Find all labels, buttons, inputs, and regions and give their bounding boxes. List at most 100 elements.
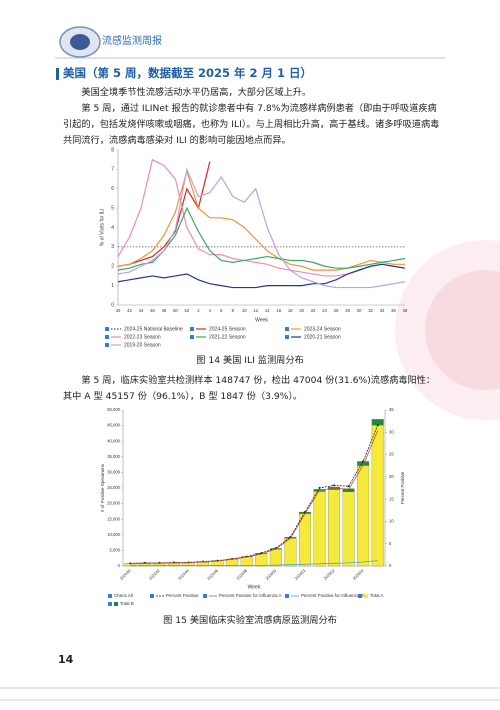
legend-checkbox [108, 594, 112, 598]
y2-tick-label: 30 [389, 429, 394, 434]
x-tick-label: 202444 [177, 567, 191, 581]
series-line [117, 158, 406, 277]
y-axis-label: % of Visits for ILI [99, 209, 105, 246]
y-axis-label: # of Positive Specimens [100, 463, 105, 512]
legend-checkbox [108, 602, 112, 606]
y-tick-label: 8 [111, 147, 114, 153]
line-marker [362, 460, 365, 463]
x-tick-label: 38 [403, 308, 408, 313]
legend-checkbox [105, 327, 109, 331]
x-tick-label: 202442 [148, 567, 162, 581]
x-tick-label: 12 [253, 308, 258, 313]
x-tick-label: 24 [322, 308, 327, 313]
legend-checkbox [358, 594, 362, 598]
line-marker [376, 424, 379, 427]
legend-label: 2021-22 Season [209, 334, 246, 340]
y-tick-label: 15,000 [107, 516, 120, 521]
legend-checkbox [285, 594, 289, 598]
y-tick-label: 5,000 [110, 548, 121, 553]
header-title: 流感监测周报 [102, 36, 162, 47]
legend-swatch [364, 594, 368, 598]
x-tick-label: 6 [220, 308, 223, 313]
y2-tick-label: 15 [389, 496, 394, 501]
y-tick-label: 3 [111, 244, 114, 250]
x-tick-label: 202452 [293, 567, 307, 581]
bar [255, 553, 268, 567]
legend-label: Percent Positive for Influenza A [219, 593, 282, 598]
legend-checkbox [285, 335, 289, 339]
bar [240, 556, 253, 567]
x-tick-label: 18 [288, 308, 293, 313]
legend-checkbox [190, 335, 194, 339]
y2-tick-label: 10 [389, 519, 394, 524]
legend-label: 2022-23 Season [124, 334, 161, 340]
y-tick-label: 1 [111, 283, 114, 289]
bar [342, 491, 355, 567]
x-tick-label: 28 [345, 308, 350, 313]
paragraph: 第 5 周，临床实验室共检测样本 148747 份，检出 47004 份(31.… [63, 375, 436, 402]
y-tick-label: 0 [111, 302, 114, 308]
figure-caption: 图 15 美国临床实验室流感病原监测周分布 [163, 615, 337, 626]
legend-checkbox [105, 335, 109, 339]
bar [226, 559, 239, 567]
x-tick-label: 48 [162, 308, 167, 313]
y2-tick-label: 20 [389, 474, 394, 479]
y-tick-label: 40,000 [107, 438, 120, 443]
x-axis-label: Week [255, 317, 268, 323]
legend-label: 2024-25 National Baseline [124, 326, 183, 332]
section-marker [56, 68, 59, 80]
x-tick-label: 202448 [235, 567, 249, 581]
page-number: 14 [58, 653, 74, 666]
bar [328, 489, 341, 567]
legend-checkbox [285, 327, 289, 331]
series-line [130, 430, 379, 565]
logo [70, 34, 90, 50]
legend-label: Check All [114, 593, 133, 598]
bar [284, 538, 297, 567]
x-tick-label: 44 [139, 308, 144, 313]
x-tick-label: 202450 [264, 567, 278, 581]
legend-label: Total B [120, 601, 134, 606]
y-tick-label: 6 [111, 186, 114, 192]
y-tick-label: 4 [111, 225, 114, 231]
y-tick-label: 30,000 [107, 470, 120, 475]
x-tick-label: 50 [173, 308, 178, 313]
legend-label: 2024-25 Season [209, 326, 246, 332]
x-tick-label: 26 [334, 308, 339, 313]
series-line [117, 169, 405, 271]
y2-tick-label: 35 [389, 407, 394, 412]
x-tick-label: 2 [197, 308, 200, 313]
x-tick-label: 10 [242, 308, 247, 313]
x-tick-label: 30 [357, 308, 362, 313]
y-tick-label: 35,000 [107, 454, 120, 459]
x-tick-label: 4 [209, 308, 212, 313]
x-tick-label: 14 [265, 308, 270, 313]
y-tick-label: 5 [111, 205, 114, 211]
series-line [117, 263, 406, 289]
bar [269, 549, 282, 567]
series-line [117, 167, 406, 289]
bar [313, 491, 326, 567]
x-tick-label: 22 [311, 308, 316, 313]
legend-checkbox [105, 343, 109, 347]
legend-label: 2020-21 Season [304, 334, 341, 340]
legend-swatch [114, 602, 118, 606]
series-line [130, 425, 379, 564]
line-marker [347, 485, 350, 488]
line-marker [333, 484, 336, 487]
x-tick-label: 202504 [352, 567, 366, 581]
legend-label: Percent Positive for Influenza B [301, 593, 364, 598]
y-tick-label: 2 [111, 264, 114, 270]
bar [371, 424, 384, 567]
x-axis-label: Week [248, 584, 261, 590]
y-tick-label: 25,000 [107, 485, 120, 490]
x-tick-label: 202446 [206, 567, 220, 581]
paragraph: 美国全境季节性流感活动水平仍居高，大部分区域上升。 [81, 87, 312, 98]
x-tick-label: 40 [116, 308, 121, 313]
y-tick-label: 50,000 [107, 407, 120, 412]
legend-label: Total A [370, 593, 384, 598]
x-tick-label: 46 [150, 308, 155, 313]
legend-checkbox [150, 594, 154, 598]
